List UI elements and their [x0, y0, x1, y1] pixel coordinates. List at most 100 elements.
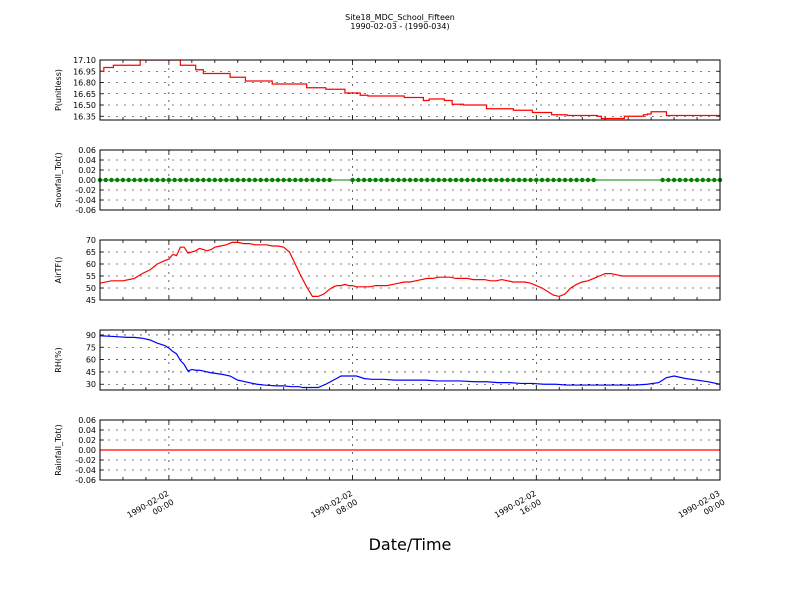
data-point	[568, 177, 573, 183]
data-point	[413, 177, 418, 183]
data-point	[476, 177, 482, 183]
data-point	[465, 177, 470, 183]
data-point	[425, 177, 430, 183]
data-point	[447, 177, 453, 183]
y-tick-label: -0.06	[75, 476, 96, 485]
axes-frame	[99, 149, 721, 211]
y-tick-label: -0.02	[75, 456, 96, 465]
data-point	[361, 177, 367, 183]
data-point	[666, 177, 671, 183]
data-point	[103, 177, 108, 183]
y-tick-label: 50	[86, 284, 96, 293]
y-tick-label: 55	[86, 272, 96, 281]
data-point	[327, 177, 332, 183]
y-tick-label: 60	[86, 356, 96, 365]
data-point	[551, 177, 556, 183]
data-point	[310, 177, 315, 183]
data-point	[390, 177, 395, 183]
data-point	[143, 177, 149, 183]
y-tick-label: -0.04	[75, 196, 96, 205]
data-point	[264, 177, 269, 183]
data-point	[511, 177, 516, 183]
data-point	[493, 177, 499, 183]
data-point	[522, 177, 528, 183]
data-point	[539, 177, 545, 183]
y-tick-label: 45	[86, 368, 96, 377]
y-axis-label: P(unitless)	[54, 69, 63, 111]
panels: 16.35 16.50 16.65 16.80 16.95 17.10 P(unitless…	[54, 56, 723, 485]
data-point	[166, 177, 172, 183]
data-point	[482, 177, 487, 183]
panel-1: -0.06-0.04-0.020.000.020.040.06 Snowfall_…	[54, 146, 723, 215]
data-point	[488, 177, 493, 183]
data-point	[201, 177, 206, 183]
y-tick-label: 0.06	[78, 146, 96, 155]
data-point	[660, 177, 665, 183]
data-point	[321, 177, 327, 183]
y-tick-label: 0.04	[78, 426, 96, 435]
data-point	[189, 177, 195, 183]
data-point	[683, 177, 688, 183]
data-point	[287, 177, 292, 183]
data-point	[534, 177, 539, 183]
data-point	[591, 177, 596, 183]
data-point	[247, 177, 252, 183]
series-line	[100, 335, 720, 389]
data-point	[206, 177, 212, 183]
y-tick-label: 0.00	[78, 176, 96, 185]
data-point	[292, 177, 298, 183]
data-point	[229, 177, 235, 183]
y-axis-label: AirTF()	[54, 257, 63, 284]
data-point	[442, 177, 447, 183]
data-point	[298, 177, 304, 183]
data-point	[557, 177, 562, 183]
data-point	[694, 177, 700, 183]
y-tick-label: 0.00	[78, 446, 96, 455]
y-axis-label: Snowfall_Tot()	[54, 152, 63, 208]
y-tick-label: 65	[86, 248, 96, 257]
data-point	[195, 177, 200, 183]
data-point	[407, 177, 413, 183]
data-point	[115, 177, 120, 183]
data-point	[160, 177, 166, 183]
data-point	[516, 177, 522, 183]
data-point	[396, 177, 401, 183]
data-point	[528, 177, 533, 183]
data-point	[137, 177, 143, 183]
series-line	[100, 241, 720, 298]
data-point	[132, 177, 137, 183]
y-tick-label: 70	[86, 236, 96, 245]
data-point	[235, 177, 240, 183]
data-point	[436, 177, 441, 183]
data-point	[706, 177, 711, 183]
y-tick-label: 45	[86, 296, 96, 305]
data-point	[212, 177, 218, 183]
data-point	[379, 177, 384, 183]
data-point	[172, 177, 177, 183]
y-tick-label: 30	[86, 380, 96, 389]
axes-frame	[99, 239, 721, 301]
data-point	[315, 177, 321, 183]
data-point	[499, 177, 505, 183]
panel-4: -0.06-0.04-0.020.000.020.040.06 Rainfall_…	[54, 416, 721, 485]
data-point	[281, 177, 286, 183]
data-point	[350, 177, 355, 183]
y-tick-label: 90	[86, 331, 96, 340]
y-tick-label: -0.04	[75, 466, 96, 475]
data-point	[258, 177, 263, 183]
y-tick-label: 17.10	[73, 56, 96, 65]
data-point	[453, 177, 459, 183]
panel-3: 30 45 60 75 90 RH(%)	[54, 329, 721, 391]
data-point	[183, 177, 189, 183]
data-point	[252, 177, 258, 183]
axes-frame	[99, 329, 721, 391]
data-point	[580, 177, 585, 183]
data-point	[155, 177, 160, 183]
data-point	[402, 177, 407, 183]
